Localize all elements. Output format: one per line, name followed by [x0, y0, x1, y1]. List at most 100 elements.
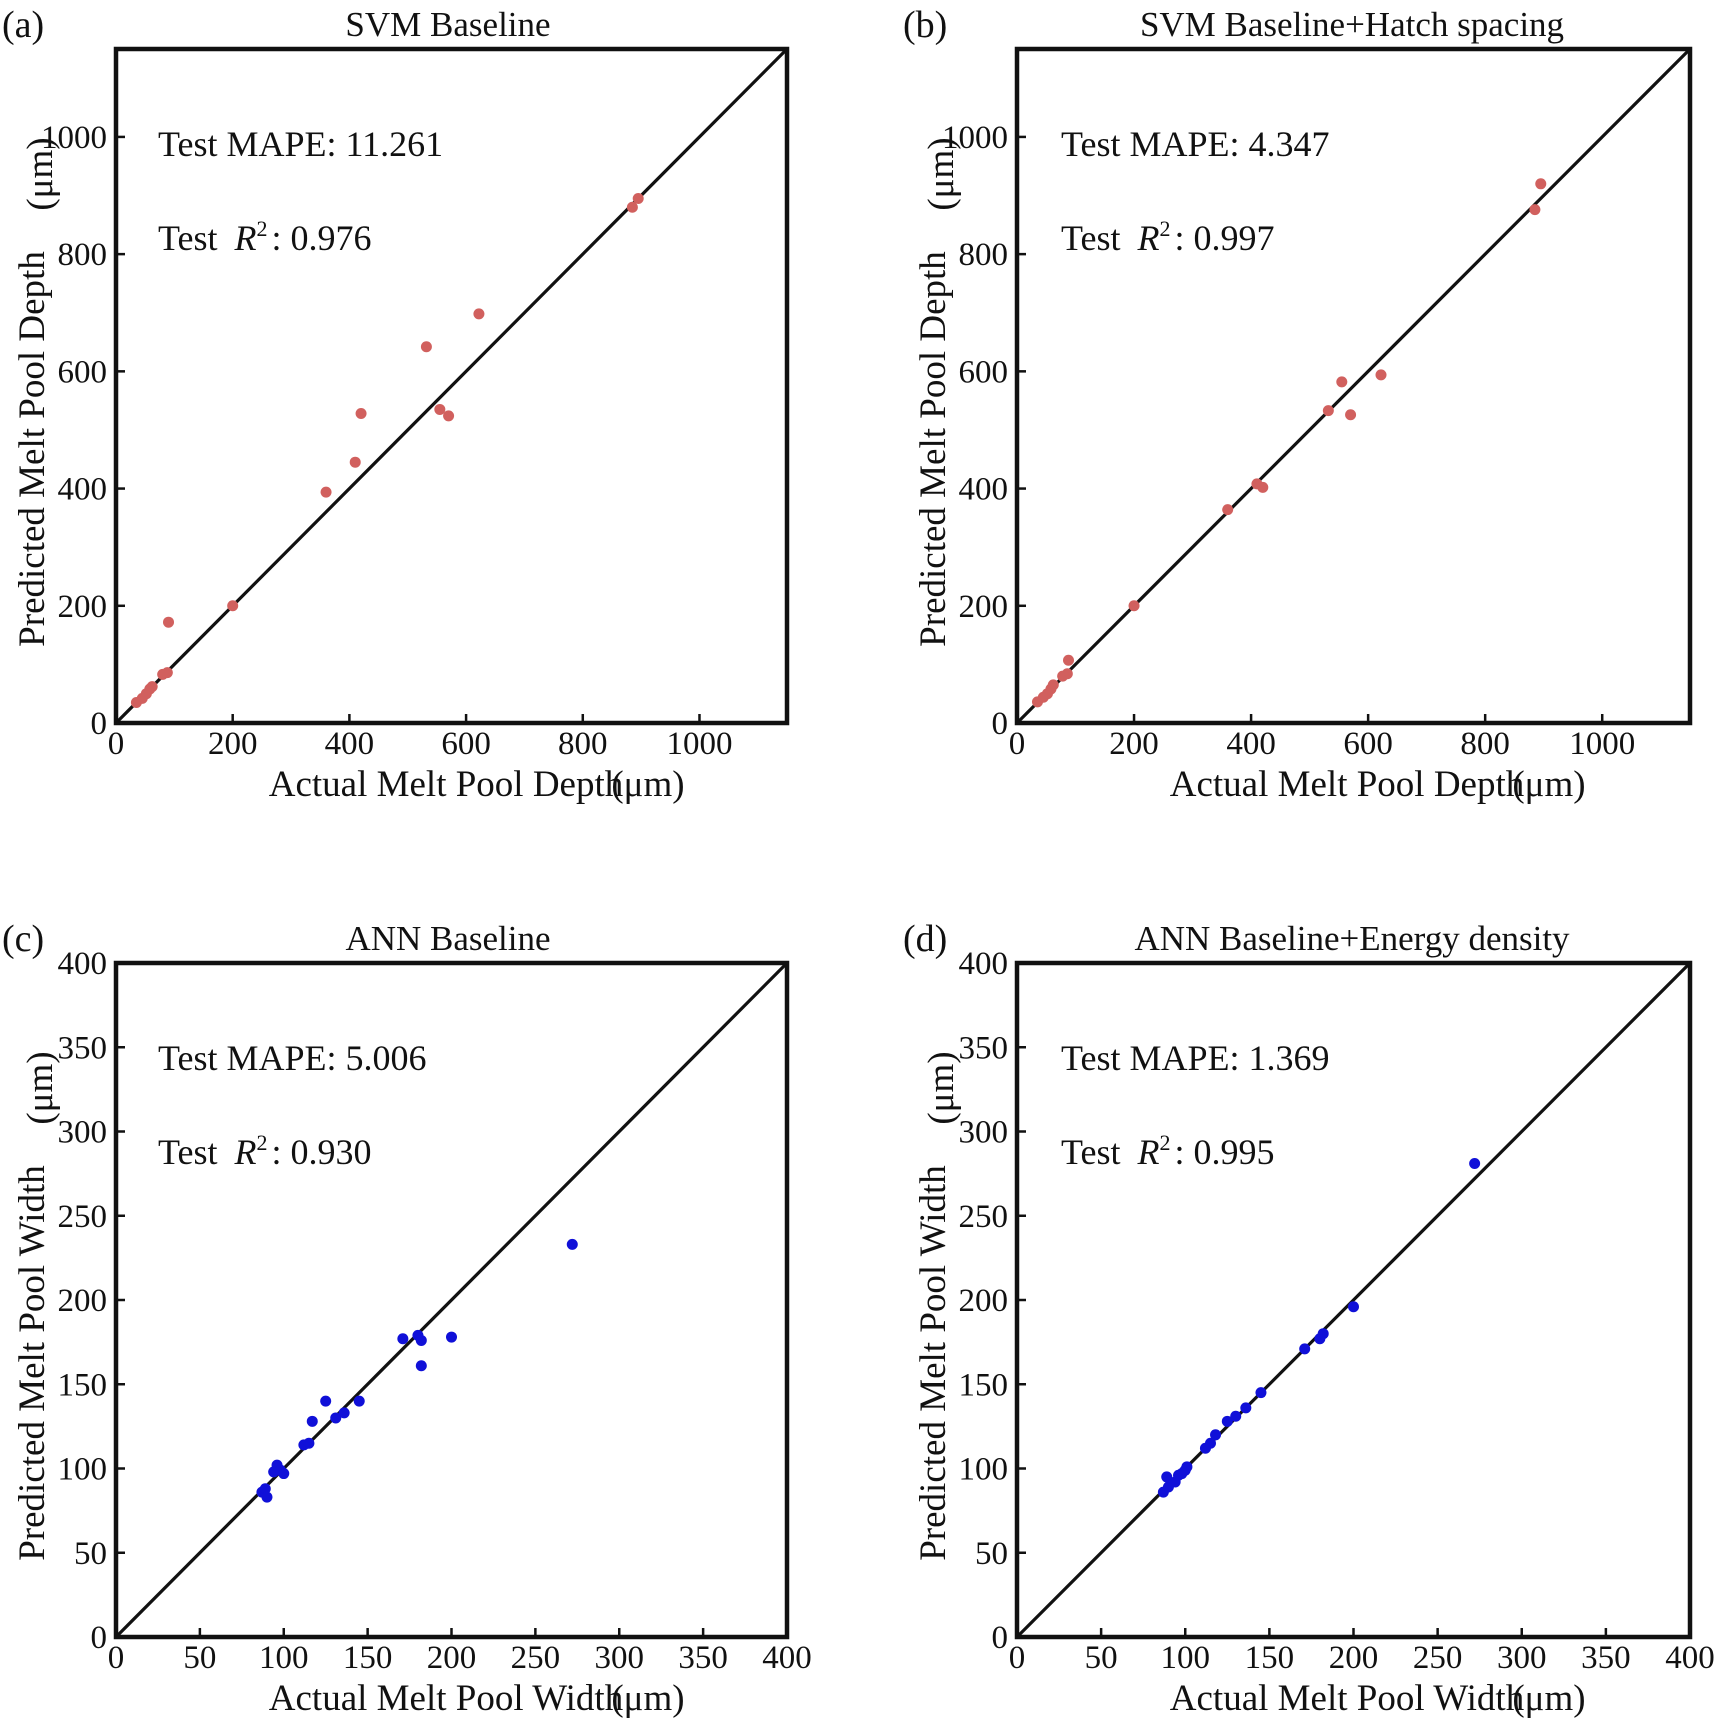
y-axis-label: Predicted Melt Pool Width [12, 1165, 53, 1561]
x-axis-label: Actual Melt Pool Depth [269, 764, 624, 805]
y-axis-unit: (μm) [921, 137, 962, 210]
data-point [303, 1437, 315, 1449]
x-tick-label: 600 [1343, 726, 1393, 762]
data-point [1322, 405, 1334, 417]
x-tick-label: 200 [1329, 1640, 1379, 1676]
data-point [278, 1468, 290, 1480]
chart-title: SVM Baseline [345, 5, 550, 44]
data-point [1062, 654, 1074, 666]
x-tick-label: 250 [1413, 1640, 1463, 1676]
r2-superscript: 2 [1159, 1130, 1170, 1155]
data-point [1161, 1471, 1173, 1483]
data-point [1230, 1410, 1242, 1422]
plot-frame [113, 46, 790, 726]
data-point [161, 667, 173, 679]
x-tick-label: 100 [259, 1640, 309, 1676]
r2-annotation: Test R2: 0.976 [158, 216, 371, 258]
y-tick-label: 0 [992, 706, 1009, 742]
x-tick-label: 200 [1109, 726, 1159, 762]
r2-symbol: R [233, 218, 256, 258]
r2-annotation: Test R2: 0.995 [1061, 1130, 1274, 1172]
data-point [163, 616, 175, 628]
y-tick-label: 200 [959, 589, 1009, 625]
y-tick-label: 600 [58, 354, 108, 390]
reference-line [1015, 961, 1692, 1639]
r2-annotation: Test R2: 0.997 [1061, 216, 1274, 258]
y-axis-unit: (μm) [20, 137, 61, 210]
r2-symbol: R [233, 1132, 256, 1172]
data-point [1222, 504, 1234, 516]
data-point [1210, 1429, 1222, 1441]
data-point [420, 341, 432, 353]
y-axis-label: Predicted Melt Pool Depth [12, 251, 53, 647]
y-tick-label: 300 [58, 1115, 108, 1151]
data-point [1469, 1158, 1481, 1170]
r2-value: : 0.995 [1174, 1132, 1274, 1172]
data-point [1317, 1328, 1329, 1340]
data-point [626, 201, 638, 213]
x-tick-label: 0 [1009, 726, 1026, 762]
data-point [632, 192, 644, 204]
x-tick-label: 50 [1085, 1640, 1118, 1676]
data-point [146, 681, 158, 693]
r2-superscript: 2 [256, 1130, 267, 1155]
data-point [330, 1412, 342, 1424]
y-tick-label: 200 [58, 1283, 108, 1319]
plot-frame [1014, 46, 1693, 726]
r2-value: : 0.930 [271, 1132, 371, 1172]
panel-letter: (a) [2, 4, 44, 46]
data-point [1061, 668, 1073, 680]
data-point [1348, 1301, 1359, 1313]
r2-prefix: Test [158, 218, 226, 258]
x-axis-label: Actual Melt Pool Depth [1170, 764, 1525, 805]
y-tick-label: 0 [91, 706, 108, 742]
x-tick-label: 150 [1245, 1640, 1295, 1676]
data-point [1181, 1461, 1193, 1473]
reference-line [114, 961, 789, 1639]
y-tick-label: 100 [959, 1452, 1009, 1488]
y-tick-label: 50 [975, 1536, 1008, 1572]
panel-letter: (c) [2, 918, 44, 960]
reference-line [1015, 47, 1692, 725]
data-point [261, 1491, 273, 1503]
data-point [1204, 1437, 1216, 1449]
x-axis-unit: (μm) [611, 1678, 684, 1719]
y-tick-label: 400 [959, 472, 1009, 508]
r2-symbol: R [1136, 218, 1159, 258]
chart-title: SVM Baseline+Hatch spacing [1140, 5, 1564, 44]
x-tick-label: 400 [762, 1640, 812, 1676]
y-axis-label: Predicted Melt Pool Depth [913, 251, 954, 647]
data-point [353, 1395, 365, 1407]
data-point [306, 1415, 318, 1427]
x-axis-label: Actual Melt Pool Width [269, 1678, 624, 1719]
x-tick-label: 300 [595, 1640, 645, 1676]
data-point [473, 308, 485, 320]
x-tick-label: 400 [325, 726, 375, 762]
x-tick-label: 350 [1581, 1640, 1631, 1676]
y-tick-label: 1000 [942, 120, 1008, 156]
y-tick-label: 300 [959, 1115, 1009, 1151]
r2-symbol: R [1136, 1132, 1159, 1172]
data-point [1345, 409, 1357, 421]
data-point [320, 486, 332, 498]
y-tick-label: 1000 [41, 120, 107, 156]
r2-prefix: Test [158, 1132, 226, 1172]
data-point [1047, 679, 1059, 691]
panel-letter: (d) [903, 918, 947, 960]
data-point [1336, 376, 1348, 388]
r2-prefix: Test [1061, 218, 1129, 258]
x-tick-label: 400 [1226, 726, 1276, 762]
r2-annotation: Test R2: 0.930 [158, 1130, 371, 1172]
x-tick-label: 1000 [666, 726, 732, 762]
r2-superscript: 2 [256, 216, 267, 241]
y-axis-label: Predicted Melt Pool Width [913, 1165, 954, 1561]
x-tick-label: 300 [1497, 1640, 1547, 1676]
y-tick-label: 250 [58, 1199, 108, 1235]
reference-line [114, 47, 789, 725]
x-tick-label: 200 [427, 1640, 477, 1676]
data-point [1128, 600, 1140, 612]
y-tick-label: 800 [58, 237, 108, 273]
panel-a: (a) SVM Baseline 0 200 400 600 800 1000 0 200 400 6… [2, 4, 790, 805]
